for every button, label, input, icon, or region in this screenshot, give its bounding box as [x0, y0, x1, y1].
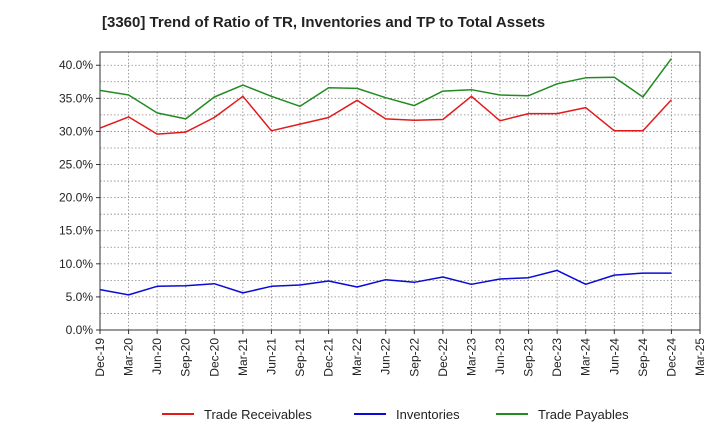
series-line-1	[99, 95, 672, 135]
x-tick-label: Dec-24	[664, 338, 678, 377]
x-tick-label: Sep-21	[293, 338, 307, 377]
y-tick-label: 0.0%	[66, 323, 94, 337]
series-line-3	[99, 58, 673, 120]
x-tick-label: Jun-22	[379, 338, 393, 375]
plot-frame	[99, 51, 701, 331]
y-tick-label: 10.0%	[59, 257, 93, 271]
legend-label-2: Inventories	[396, 407, 460, 422]
legend-label-3: Trade Payables	[538, 407, 629, 422]
x-tick-label: Jun-24	[607, 338, 621, 375]
x-tick-label: Sep-23	[522, 338, 536, 377]
y-tick-label: 15.0%	[59, 224, 93, 238]
x-tick-label: Dec-19	[93, 338, 107, 377]
x-tick-label: Mar-22	[350, 338, 364, 376]
y-tick-label: 35.0%	[59, 91, 93, 105]
chart-title: [3360] Trend of Ratio of TR, Inventories…	[102, 14, 546, 31]
x-tick-label: Dec-23	[550, 338, 564, 377]
x-tick-label: Dec-22	[436, 338, 450, 377]
x-tick-label: Mar-24	[579, 338, 593, 376]
legend-label-1: Trade Receivables	[204, 407, 312, 422]
x-tick-label: Mar-21	[236, 338, 250, 376]
y-tick-label: 20.0%	[59, 191, 93, 205]
x-tick-label: Dec-20	[207, 338, 221, 377]
series-line-2	[99, 269, 672, 296]
y-tick-label: 40.0%	[59, 58, 93, 72]
y-tick-label: 30.0%	[59, 124, 93, 138]
x-tick-label: Dec-21	[322, 338, 336, 377]
x-tick-label: Mar-25	[693, 338, 707, 376]
x-tick-label: Sep-24	[636, 338, 650, 377]
x-tick-label: Mar-20	[122, 338, 136, 376]
x-tick-label: Mar-23	[464, 338, 478, 376]
x-tick-label: Sep-22	[407, 338, 421, 377]
y-tick-label: 25.0%	[59, 158, 93, 172]
x-tick-label: Jun-21	[264, 338, 278, 375]
x-tick-label: Jun-23	[493, 338, 507, 375]
y-tick-label: 5.0%	[66, 290, 94, 304]
x-tick-label: Sep-20	[179, 338, 193, 377]
x-tick-label: Jun-20	[150, 338, 164, 375]
